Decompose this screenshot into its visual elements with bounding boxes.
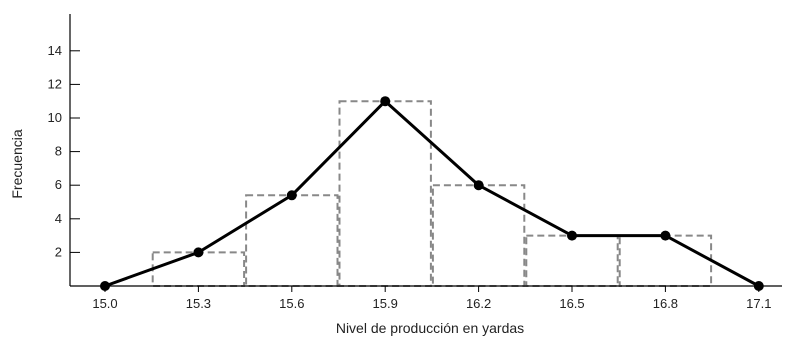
y-tick-label-12: 12 (48, 76, 62, 91)
data-point-5 (567, 230, 577, 241)
x-axis-title: Nivel de producción en yardas (336, 320, 524, 336)
x-tick-label-15.6: 15.6 (279, 296, 304, 311)
x-tick-label-16.8: 16.8 (653, 296, 678, 311)
y-tick-label-2: 2 (55, 244, 62, 259)
data-point-7 (753, 281, 764, 291)
y-tick-label-4: 4 (55, 211, 62, 226)
x-tick-label-16.2: 16.2 (466, 296, 491, 311)
x-tick-label-17.1: 17.1 (746, 296, 771, 311)
x-tick-label-16.5: 16.5 (559, 296, 584, 311)
x-tick-label-15.3: 15.3 (186, 296, 211, 311)
data-point-6 (660, 230, 671, 241)
histogram-bar-3 (431, 184, 526, 287)
tick-labels: 2 4 6 8 10 12 14 15.0 15.3 15.6 15.9 16.2 16.5 16.8 17… (48, 43, 772, 311)
x-tick-label-15.9: 15.9 (373, 296, 398, 311)
axes (69, 14, 782, 292)
histogram-bars (151, 100, 713, 288)
x-tick-label-15.0: 15.0 (92, 296, 117, 311)
histogram-bar-0 (151, 251, 246, 287)
histogram-bar-1 (245, 194, 339, 287)
y-tick-label-6: 6 (55, 177, 62, 192)
y-tick-label-14: 14 (48, 43, 62, 58)
series-line (104, 99, 760, 288)
histogram-bar-5 (618, 234, 713, 288)
data-point-4 (473, 180, 484, 191)
data-point-3 (380, 96, 391, 107)
data-point-0 (100, 281, 110, 291)
frequency-polygon (100, 96, 764, 291)
y-tick-label-10: 10 (48, 110, 62, 125)
data-point-1 (193, 247, 204, 258)
data-point-2 (286, 190, 297, 201)
histogram-bar-4 (525, 234, 619, 288)
y-axis-title: Frecuencia (9, 129, 25, 198)
y-tick-label-8: 8 (55, 144, 62, 159)
